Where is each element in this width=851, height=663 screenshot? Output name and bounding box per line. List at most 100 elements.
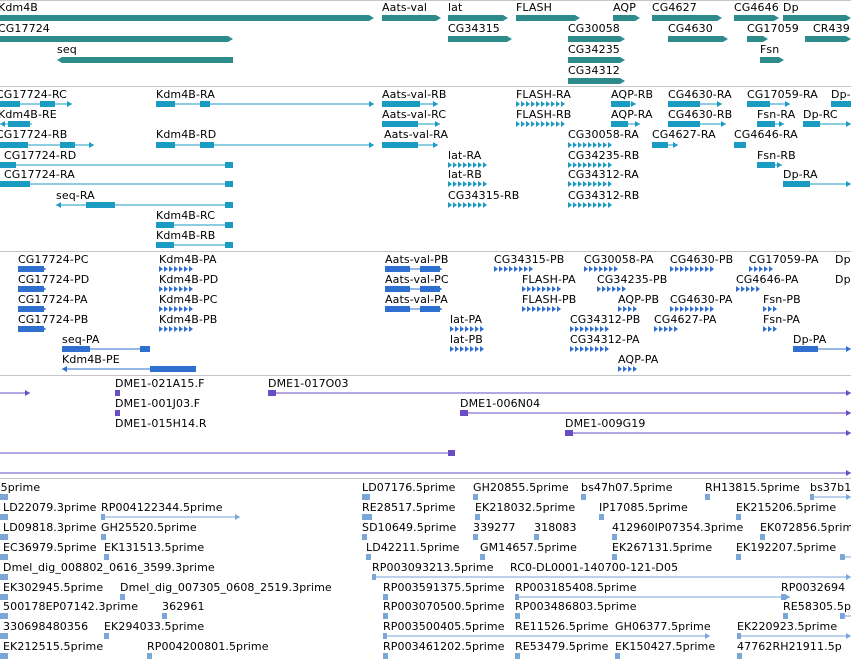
mrna-exon[interactable] [225,242,233,248]
est-arrow[interactable] [737,653,742,659]
protein-chevron[interactable] [764,266,768,272]
protein-chevron[interactable] [628,366,632,372]
protein-chevron[interactable] [680,306,684,312]
gene-glyph[interactable] [382,15,441,21]
mrna-arrow[interactable] [721,121,726,127]
mrna-exon[interactable] [652,142,668,148]
protein-label[interactable]: CG4627-PA [654,313,717,326]
est-arrow[interactable] [147,653,152,659]
transcript-label[interactable]: Kdm4B-RE [0,108,57,121]
mrna-exon[interactable] [225,181,233,187]
mrna-chevron[interactable] [531,121,535,127]
mrna-chevron[interactable] [608,162,612,168]
protein-chevron[interactable] [179,266,183,272]
est-label[interactable]: RE28517.5prime [362,501,456,514]
mrna-arrow[interactable] [846,101,851,107]
transcript-label[interactable]: Dp-RA [783,168,818,181]
est-arrow[interactable] [534,534,539,540]
protein-chevron[interactable] [169,266,173,272]
protein-chevron[interactable] [602,286,606,292]
protein-label[interactable]: CG4646-PA [736,273,799,286]
protein-chevron[interactable] [532,306,536,312]
mrna-arrow[interactable] [846,181,851,187]
protein-label[interactable]: AQP-PA [618,353,659,366]
protein-chevron[interactable] [749,266,753,272]
est-arrow[interactable] [783,613,788,619]
est-arrow[interactable] [581,494,586,500]
est-arrow[interactable] [475,514,480,520]
est-label[interactable]: RP003486803.5prime [515,600,637,613]
protein-chevron[interactable] [741,286,745,292]
protein-chevron[interactable] [174,326,178,332]
protein-chevron[interactable] [622,286,626,292]
protein-chevron[interactable] [159,286,163,292]
protein-chevron[interactable] [480,346,484,352]
protein-chevron[interactable] [174,286,178,292]
mrna-chevron[interactable] [603,162,607,168]
protein-chevron[interactable] [618,366,622,372]
protein-chevron[interactable] [599,266,603,272]
protein-chevron[interactable] [475,346,479,352]
est-label[interactable]: RP003500405.5prime [383,620,505,633]
est-arrow[interactable] [0,534,5,540]
mrna-chevron[interactable] [573,142,577,148]
protein-chevron[interactable] [189,266,193,272]
protein-chevron[interactable] [494,266,498,272]
protein-label[interactable]: CG34315-PB [494,253,565,266]
mrna-chevron[interactable] [578,181,582,187]
est-arrow[interactable] [515,653,520,659]
est-label[interactable]: EK218032.5prime [475,501,576,514]
est-label[interactable]: EC36979.5prime [3,541,97,554]
mrna-exon[interactable] [803,121,820,127]
protein-chevron[interactable] [527,306,531,312]
est-label[interactable]: IP17085.5prime [599,501,688,514]
mrna-chevron[interactable] [598,202,602,208]
gene-glyph[interactable] [613,15,640,21]
protein-chevron[interactable] [675,266,679,272]
est-label[interactable]: RP004122344.5prime [101,501,223,514]
protein-chevron[interactable] [542,286,546,292]
clone-label[interactable]: DME1-015H14.R [115,417,207,430]
protein-label[interactable]: Dp [835,253,851,266]
gene-glyph[interactable] [0,15,374,21]
protein-label[interactable]: Kdm4B-PC [159,293,218,306]
est-arrow[interactable] [846,574,851,580]
est-arrow[interactable] [781,594,786,600]
est-arrow[interactable] [120,594,125,600]
protein-chevron[interactable] [614,266,618,272]
mrna-arrow[interactable] [89,142,94,148]
protein-chevron[interactable] [509,266,513,272]
mrna-arrow[interactable] [56,202,61,208]
protein-chevron[interactable] [605,346,609,352]
protein-chevron[interactable] [537,306,541,312]
protein-chevron[interactable] [547,306,551,312]
protein-chevron[interactable] [542,306,546,312]
transcript-label[interactable]: CG4646-RA [734,128,798,141]
mrna-chevron[interactable] [573,181,577,187]
protein-label[interactable]: CG17724-PB [18,313,89,326]
protein-chevron[interactable] [597,286,601,292]
est-arrow[interactable] [615,653,620,659]
mrna-chevron[interactable] [583,202,587,208]
est-label[interactable]: RP003070500.5prime [383,600,505,613]
est-label[interactable]: RP003185408.5prime [515,581,637,594]
protein-chevron[interactable] [618,306,622,312]
est-arrow[interactable] [612,534,617,540]
est-label[interactable]: EK192207.5prime [736,541,837,554]
protein-chevron[interactable] [759,266,763,272]
est-exon[interactable] [383,633,387,639]
mrna-chevron[interactable] [556,121,560,127]
protein-chevron[interactable] [159,266,163,272]
transcript-label[interactable]: Kdm4B-RB [156,229,216,242]
mrna-arrow[interactable] [631,101,636,107]
gene-glyph[interactable] [448,15,508,21]
est-label[interactable]: LD09818.3prime [3,521,97,534]
est-label[interactable]: SD10649.5prime [362,521,457,534]
transcript-label[interactable]: Kdm4B-RC [156,209,216,222]
protein-chevron[interactable] [690,306,694,312]
mrna-arrow[interactable] [156,242,161,248]
protein-chevron[interactable] [480,326,484,332]
transcript-label[interactable]: Aats-val-RB [382,88,447,101]
mrna-exon[interactable] [668,101,700,107]
transcript-label[interactable]: CG34315-RB [448,189,520,202]
